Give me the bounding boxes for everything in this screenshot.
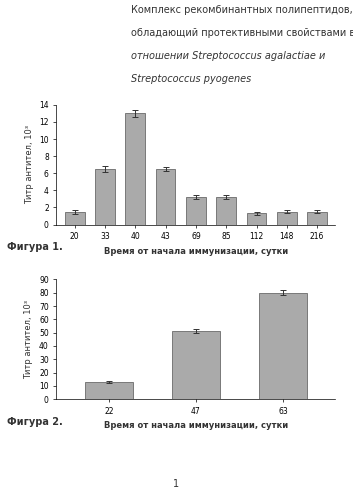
Bar <box>307 212 327 225</box>
Bar <box>125 113 145 225</box>
Text: отношении Streptococcus agalactiae и: отношении Streptococcus agalactiae и <box>131 51 325 61</box>
Text: 1: 1 <box>173 479 180 489</box>
Y-axis label: Титр антител, 10³: Титр антител, 10³ <box>25 300 34 379</box>
Bar <box>247 214 267 225</box>
Bar <box>277 212 297 225</box>
Bar <box>216 197 236 225</box>
Bar <box>65 212 84 225</box>
Text: Комплекс рекомбинантных полипептидов,: Комплекс рекомбинантных полипептидов, <box>131 5 352 15</box>
X-axis label: Время от начала иммунизации, сутки: Время от начала иммунизации, сутки <box>104 247 288 256</box>
Bar <box>259 293 307 399</box>
Text: Streptococcus pyogenes: Streptococcus pyogenes <box>131 74 251 84</box>
Bar <box>85 382 133 399</box>
Bar <box>172 331 220 399</box>
Bar <box>95 169 115 225</box>
Text: Фигура 2.: Фигура 2. <box>7 417 63 427</box>
Text: Фигура 1.: Фигура 1. <box>7 242 63 252</box>
Bar <box>186 197 206 225</box>
Y-axis label: Титр антител, 10³: Титр антител, 10³ <box>25 125 34 204</box>
X-axis label: Время от начала иммунизации, сутки: Время от начала иммунизации, сутки <box>104 421 288 431</box>
Bar <box>156 169 175 225</box>
Text: обладающий протективными свойствами в: обладающий протективными свойствами в <box>131 28 353 38</box>
